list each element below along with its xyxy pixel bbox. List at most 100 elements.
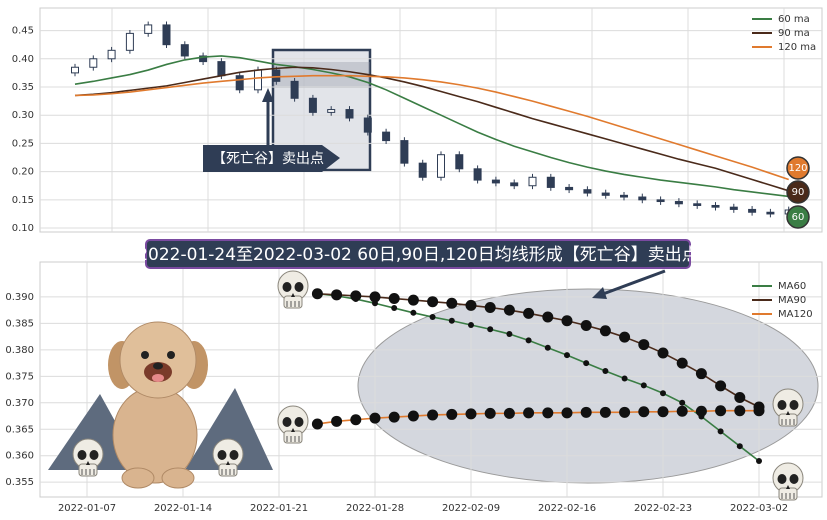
ma-line [74, 74, 789, 181]
point [599, 325, 611, 337]
point [446, 297, 458, 309]
x-tick-label: 2022-02-09 [442, 503, 500, 514]
candle-body [473, 168, 482, 181]
y-tick-label: 0.390 [5, 292, 34, 303]
legend-label: MA120 [778, 309, 813, 320]
point [580, 406, 592, 418]
point [448, 317, 455, 324]
x-tick-label: 2022-01-28 [346, 503, 404, 514]
y-tick-label: 0.25 [12, 138, 34, 149]
point [676, 357, 688, 369]
candle-body [290, 80, 299, 99]
x-tick-label: 2022-01-07 [58, 503, 116, 514]
point [734, 391, 746, 403]
candle-body [345, 109, 354, 119]
candle-body [693, 203, 702, 206]
candle-body [235, 75, 244, 91]
arrow [602, 269, 666, 296]
point [311, 288, 323, 300]
dog [108, 321, 208, 489]
legend-label: MA60 [778, 281, 806, 292]
candle-body [400, 140, 409, 164]
point [446, 408, 458, 420]
candle-body [308, 97, 317, 113]
point [602, 368, 609, 375]
point [561, 315, 573, 327]
annotation-box [203, 145, 340, 172]
y-tick-label: 0.45 [12, 26, 34, 37]
y-tick-label: 0.355 [5, 477, 34, 488]
point [407, 294, 419, 306]
overlay: 【死亡谷】卖出点 2022-01-24至2022-03-02 60日,90日,1… [48, 88, 810, 501]
candle-body [711, 204, 720, 208]
candle-body [144, 24, 153, 34]
candle-body [620, 194, 628, 198]
badge-label: 120 [788, 163, 807, 174]
candle-body [455, 154, 464, 170]
y-tick-label: 0.10 [12, 223, 34, 234]
candle-body [217, 61, 226, 77]
annotation: 【死亡谷】卖出点 [212, 151, 324, 167]
candle-body [180, 44, 189, 57]
y-tick-label: 0.20 [12, 167, 34, 178]
point [410, 309, 417, 316]
point [523, 407, 535, 419]
y-tick-label: 0.380 [5, 345, 34, 356]
point [506, 330, 513, 337]
point [331, 289, 343, 301]
ma-line [74, 66, 789, 192]
point [695, 405, 707, 417]
candle-body [729, 206, 738, 210]
banner-box [145, 239, 691, 269]
point [427, 409, 439, 421]
point [465, 408, 477, 420]
point [619, 331, 631, 343]
candle-body [327, 109, 336, 113]
legend-label: 60 ma [778, 14, 810, 25]
point [736, 443, 743, 450]
candle-body [418, 162, 427, 178]
mountain [185, 388, 273, 470]
y-tick-label: 0.375 [5, 371, 34, 382]
point [350, 290, 362, 302]
point [756, 458, 762, 465]
point [523, 307, 535, 319]
point [503, 304, 515, 316]
arrow-head [262, 88, 274, 102]
v-grid [111, 8, 785, 232]
candle-body [565, 186, 574, 191]
y-tick-label: 0.40 [12, 54, 34, 65]
candle-body [125, 32, 134, 51]
point [388, 293, 400, 305]
ma-line [317, 292, 760, 462]
point [599, 406, 611, 418]
point [753, 405, 765, 417]
point [407, 410, 419, 422]
point [619, 406, 631, 418]
candle-body [272, 69, 281, 82]
x-tick-label: 2022-02-16 [538, 503, 596, 514]
point [427, 296, 439, 308]
legend-label: 120 ma [778, 42, 816, 53]
point [734, 405, 746, 417]
point [391, 305, 398, 312]
candle-body [363, 117, 372, 133]
point [503, 407, 515, 419]
candle-body [583, 189, 592, 194]
candle-body [162, 24, 171, 46]
badge-label: 90 [792, 187, 805, 198]
point [660, 390, 666, 397]
point [468, 321, 474, 328]
point [715, 405, 727, 417]
y-tick-label: 0.30 [12, 110, 34, 121]
highlight-ellipse [357, 288, 819, 484]
point [679, 399, 686, 406]
y-tick-label: 0.35 [12, 82, 34, 93]
point [621, 375, 628, 382]
x-tick-label: 2022-02-23 [634, 503, 692, 514]
point [715, 380, 727, 392]
point [369, 412, 381, 424]
point [484, 302, 496, 314]
point [484, 407, 496, 419]
x-tick-label: 2022-03-02 [730, 503, 788, 514]
